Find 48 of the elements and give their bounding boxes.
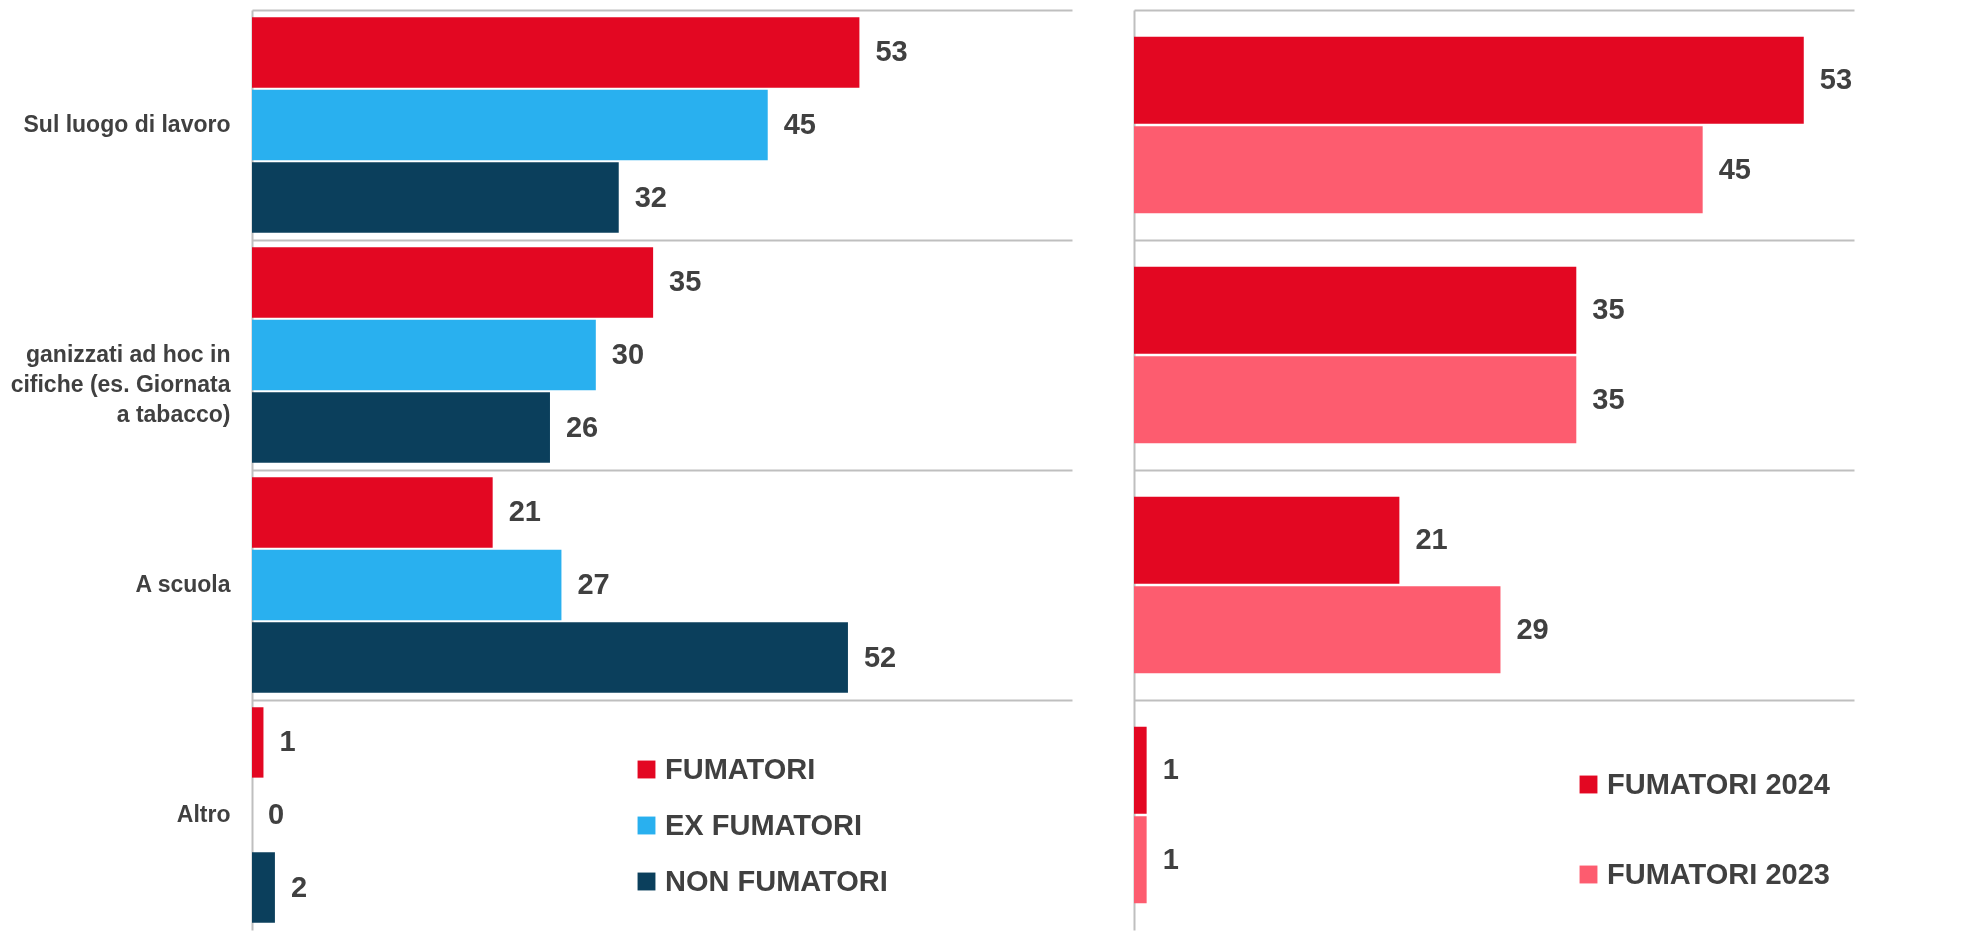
bar [1134,726,1147,814]
data-label: 52 [863,640,897,673]
y-tick-label: Sul luogo di lavoro [23,111,231,137]
bar [1134,266,1577,354]
data-label: 53 [875,35,908,68]
y-tick-label: ganizzati ad hoc in cifiche (es. Giornata a tabacco) [10,341,231,427]
data-label: 35 [1592,382,1625,415]
data-label: 1 [1162,753,1179,786]
data-label: 21 [508,495,541,528]
data-label: 53 [1819,63,1853,96]
data-label: 32 [634,180,667,213]
bar [252,392,550,463]
y-tick-label: Altro [176,801,231,827]
bar [252,622,848,693]
bar [252,852,275,923]
bar [252,549,562,621]
data-label: 30 [611,338,645,370]
data-label: 45 [1718,152,1751,185]
bar [1134,126,1703,214]
bar [252,319,596,391]
legend-label: FUMATORI 2023 [1607,857,1830,890]
data-label: 0 [268,798,285,830]
legend-label: FUMATORI 2024 [1607,767,1830,800]
bar [252,707,264,778]
legend-label: EX FUMATORI [665,808,863,841]
bar [1134,496,1400,584]
data-label: 26 [565,410,599,443]
bar [252,162,619,233]
data-label: 2 [290,870,308,903]
data-label: 35 [669,265,702,298]
bar [252,17,860,88]
data-label: 1 [279,725,296,758]
legend-label: NON FUMATORI [665,864,888,897]
legend-label: FUMATORI [665,752,816,785]
data-label: 29 [1516,612,1549,645]
data-label: 1 [1162,842,1179,875]
bar [1134,36,1804,124]
bar [1134,586,1501,674]
bar [252,89,768,161]
data-label: 21 [1415,523,1448,556]
bar [1134,816,1147,904]
bar [1134,356,1577,444]
data-label: 45 [783,108,816,140]
data-label: 27 [577,568,610,600]
bar [252,247,654,318]
data-label: 35 [1592,293,1625,326]
y-tick-label: A scuola [135,571,231,597]
bar [252,477,493,548]
